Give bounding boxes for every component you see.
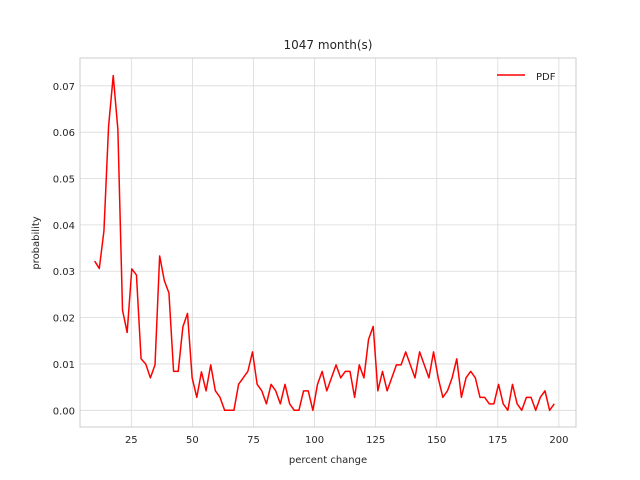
series-line-pdf bbox=[94, 74, 555, 412]
y-tick-label: 0.03 bbox=[53, 267, 75, 278]
y-tick-label: 0.04 bbox=[53, 221, 75, 232]
x-tick-label: 75 bbox=[247, 435, 260, 446]
x-tick-labels: 25 50 75 100 125 150 175 200 bbox=[125, 435, 569, 446]
x-tick-label: 25 bbox=[125, 435, 138, 446]
x-tick-label: 50 bbox=[186, 435, 199, 446]
x-axis-label: percent change bbox=[289, 455, 367, 466]
x-tick-label: 150 bbox=[427, 435, 446, 446]
y-tick-label: 0.06 bbox=[53, 128, 75, 139]
y-tick-label: 0.01 bbox=[53, 360, 75, 371]
chart-title: 1047 month(s) bbox=[284, 38, 373, 52]
plot-area bbox=[80, 58, 576, 427]
grid bbox=[80, 58, 576, 427]
legend-label-pdf: PDF bbox=[536, 72, 556, 83]
x-tick-label: 200 bbox=[549, 435, 568, 446]
y-tick-label: 0.02 bbox=[53, 314, 75, 325]
y-axis-label: probability bbox=[31, 216, 42, 269]
plot-frame bbox=[79, 57, 577, 428]
x-tick-label: 175 bbox=[488, 435, 507, 446]
y-tick-label: 0.07 bbox=[53, 82, 75, 93]
y-tick-labels: 0.00 0.01 0.02 0.03 0.04 0.05 0.06 0.07 bbox=[53, 82, 75, 417]
legend: PDF bbox=[497, 72, 556, 83]
series-lines bbox=[94, 74, 555, 412]
x-tick-label: 100 bbox=[305, 435, 324, 446]
x-tick-label: 125 bbox=[366, 435, 385, 446]
y-tick-label: 0.05 bbox=[53, 175, 75, 186]
y-tick-label: 0.00 bbox=[53, 406, 75, 417]
